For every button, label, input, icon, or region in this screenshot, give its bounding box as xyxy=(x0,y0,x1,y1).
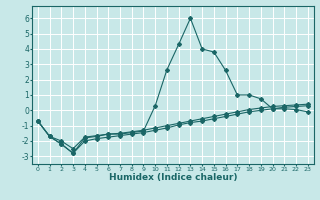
X-axis label: Humidex (Indice chaleur): Humidex (Indice chaleur) xyxy=(108,173,237,182)
